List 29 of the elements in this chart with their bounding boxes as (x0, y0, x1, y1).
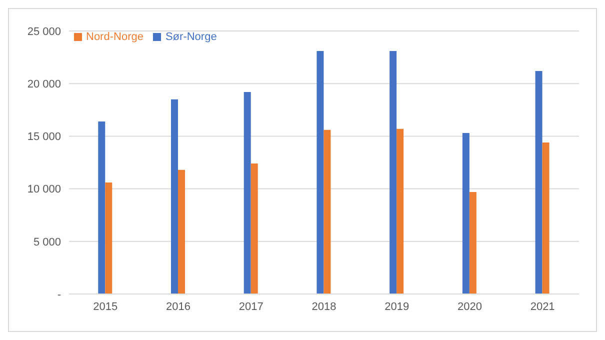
x-tick-label: 2019 (384, 300, 410, 313)
bar (396, 128, 404, 294)
bar (98, 121, 106, 294)
bar (105, 182, 112, 294)
legend-label: Nord-Norge (86, 31, 144, 43)
bar (178, 170, 185, 294)
bar (316, 50, 324, 294)
x-tick-label: 2018 (312, 300, 336, 313)
bar (171, 99, 178, 294)
x-tick-label: 2016 (166, 300, 191, 313)
bar (244, 92, 251, 294)
y-tick-label: 25 000 (27, 26, 61, 38)
y-tick-label: - (57, 288, 62, 301)
bar (324, 130, 331, 294)
x-tick-label: 2021 (530, 300, 555, 313)
bar (542, 142, 550, 294)
y-tick-label: 5 000 (33, 236, 61, 248)
y-tick-label: 15 000 (27, 131, 61, 144)
legend-label: Sør-Norge (165, 31, 217, 43)
bar (390, 50, 397, 294)
bar (462, 133, 470, 294)
x-tick-label: 2017 (238, 300, 264, 313)
y-tick-label: 10 000 (27, 184, 61, 196)
bar (250, 164, 258, 294)
bar (535, 70, 542, 294)
bar (469, 192, 476, 294)
x-tick-label: 2015 (93, 300, 118, 313)
x-tick-label: 2020 (457, 300, 482, 313)
y-tick-label: 20 000 (27, 78, 61, 91)
